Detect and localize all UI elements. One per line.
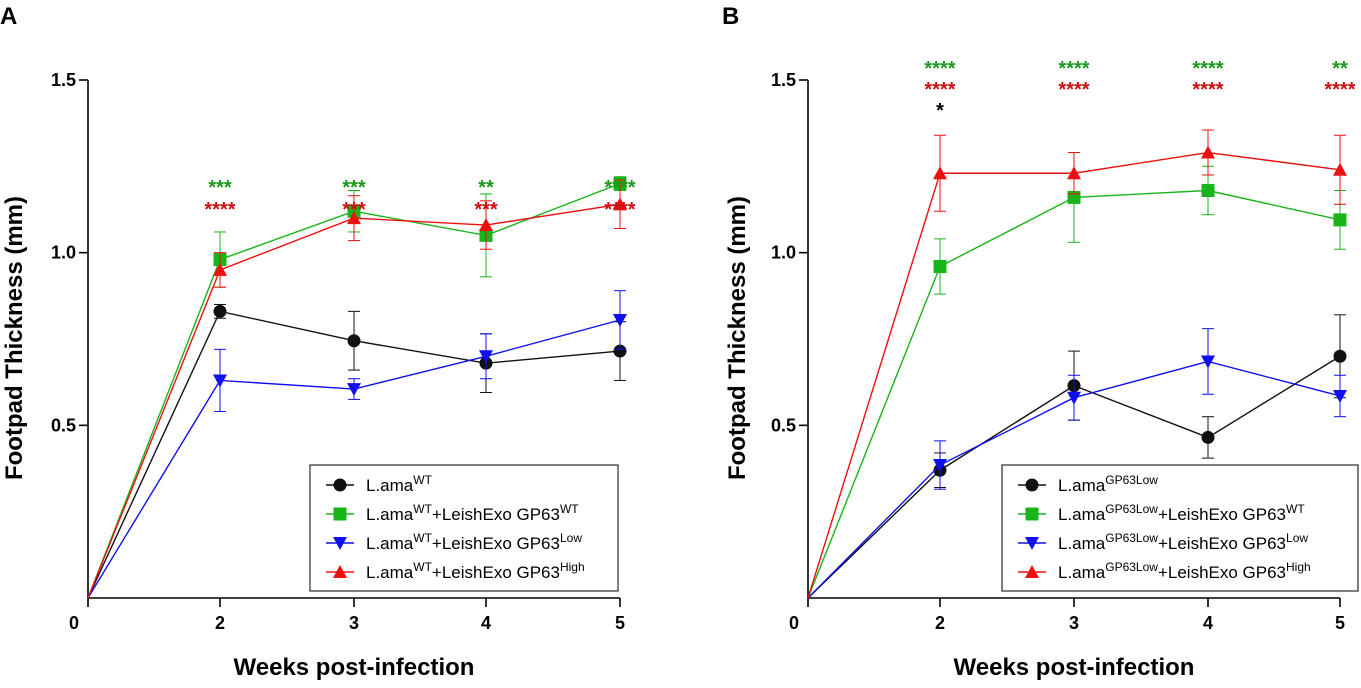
- significance-mark: ****: [1192, 79, 1223, 101]
- significance-mark: ****: [604, 199, 635, 221]
- x-tick-label: 4: [481, 613, 491, 633]
- x-axis-title: Weeks post-infection: [954, 654, 1195, 681]
- y-tick-label: 1.0: [771, 243, 796, 263]
- y-tick-label: 1.0: [51, 243, 76, 263]
- data-point: [613, 314, 627, 327]
- data-point: [934, 260, 947, 273]
- data-point: [1201, 146, 1215, 159]
- significance-mark: ****: [924, 79, 955, 101]
- significance-mark: ***: [342, 199, 366, 221]
- x-tick-label: 5: [615, 613, 625, 633]
- x-tick-label: 0: [789, 613, 799, 633]
- y-tick-label: 1.5: [51, 70, 76, 90]
- y-tick-label: 0.5: [771, 415, 796, 435]
- x-tick-label: 4: [1203, 613, 1213, 633]
- panel-b: B 0.5 1.0 1.5 0 2 3 4 5 Weeks post-infection Footp…: [722, 3, 1358, 681]
- x-tick-label: 3: [1069, 613, 1079, 633]
- data-point: [1202, 184, 1215, 197]
- data-point: [1067, 392, 1081, 405]
- x-tick-label: 0: [69, 613, 79, 633]
- significance-mark: *: [936, 100, 944, 122]
- significance-mark: **: [1332, 58, 1348, 80]
- significance-mark: ***: [474, 199, 498, 221]
- significance-mark: ****: [1058, 58, 1089, 80]
- significance-mark: ****: [204, 199, 235, 221]
- significance-mark: ****: [1192, 58, 1223, 80]
- legend-label: L.amaGP63Low+LeishExo GP63WT: [1058, 502, 1305, 524]
- significance-mark: ****: [604, 177, 635, 199]
- legend-label: L.amaWT+LeishExo GP63WT: [366, 502, 579, 524]
- data-point: [1333, 390, 1347, 403]
- x-tick-label: 2: [935, 613, 945, 633]
- panel-label: B: [722, 3, 739, 30]
- legend-marker: [1026, 479, 1039, 492]
- legend-label: L.amaGP63Low+LeishExo GP63Low: [1058, 531, 1308, 553]
- legend-marker: [334, 508, 347, 521]
- significance-mark: ****: [1324, 79, 1355, 101]
- y-axis-title: Footpad Thickness (mm): [724, 196, 751, 480]
- legend-label: L.amaGP63Low+LeishExo GP63High: [1058, 560, 1311, 582]
- data-point: [214, 305, 227, 318]
- significance-mark: **: [478, 177, 494, 199]
- significance-mark: ***: [342, 177, 366, 199]
- x-tick-label: 5: [1335, 613, 1345, 633]
- y-tick-label: 1.5: [771, 70, 796, 90]
- legend-marker: [1026, 508, 1039, 521]
- significance-mark: ****: [924, 58, 955, 80]
- x-tick-label: 3: [349, 613, 359, 633]
- x-tick-label: 2: [215, 613, 225, 633]
- data-point: [348, 334, 361, 347]
- data-point: [1201, 355, 1215, 368]
- data-point: [1202, 431, 1215, 444]
- significance-mark: ****: [1058, 79, 1089, 101]
- legend-label: L.amaWT+LeishExo GP63Low: [366, 531, 582, 553]
- panel-label: A: [0, 3, 17, 30]
- data-point: [1334, 213, 1347, 226]
- data-point: [1334, 350, 1347, 363]
- figure: A 0.5 1.0 1.5 0 2 3 4 5 Weeks post-infection Footp…: [0, 0, 1361, 688]
- significance-mark: ***: [208, 177, 232, 199]
- x-axis-title: Weeks post-infection: [234, 654, 475, 681]
- legend-label: L.amaWT+LeishExo GP63High: [366, 560, 585, 582]
- y-axis-title: Footpad Thickness (mm): [1, 196, 28, 480]
- y-tick-label: 0.5: [51, 415, 76, 435]
- legend-marker: [334, 479, 347, 492]
- data-point: [347, 383, 361, 396]
- panel-a: A 0.5 1.0 1.5 0 2 3 4 5 Weeks post-infection Footp…: [0, 3, 636, 681]
